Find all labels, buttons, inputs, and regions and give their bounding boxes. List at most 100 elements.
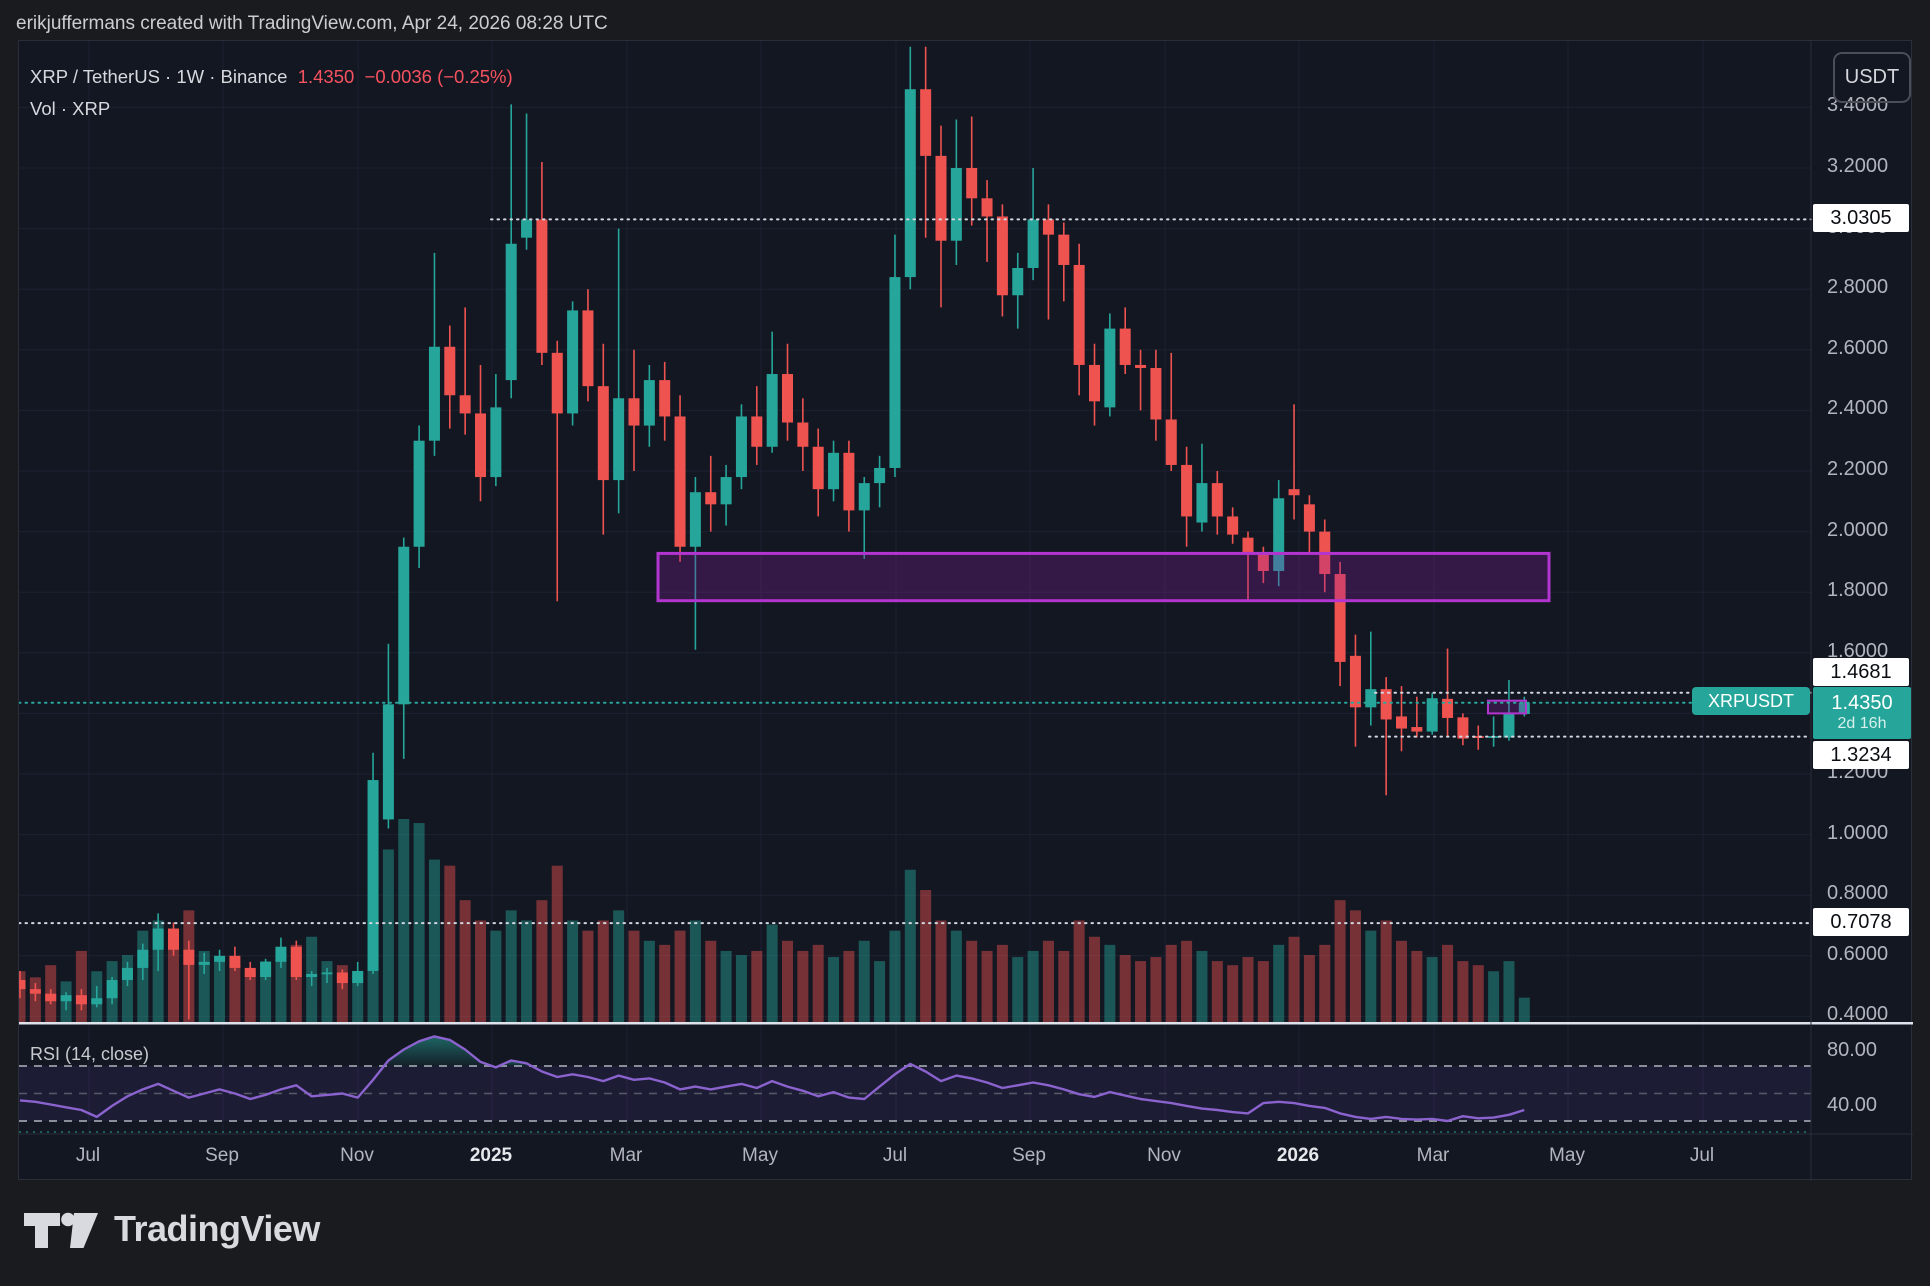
volume-bar[interactable]	[812, 944, 824, 1022]
candle[interactable]	[920, 89, 932, 156]
volume-bar[interactable]	[244, 971, 256, 1022]
price-axis-label[interactable]: 2.0000	[1827, 518, 1889, 541]
candle[interactable]	[60, 995, 72, 1002]
candle[interactable]	[459, 395, 471, 414]
time-axis-month-label[interactable]: Mar	[1416, 1145, 1450, 1166]
candle[interactable]	[828, 452, 840, 490]
candle[interactable]	[1365, 689, 1377, 708]
candle[interactable]	[782, 374, 793, 423]
volume-bar[interactable]	[1273, 944, 1285, 1022]
rsi-line[interactable]	[19, 1035, 1525, 1123]
volume-bar[interactable]	[428, 859, 440, 1022]
time-axis-month-label[interactable]: Jul	[75, 1145, 101, 1166]
time-axis-month-label[interactable]: Sep	[205, 1145, 239, 1166]
candle[interactable]	[398, 546, 410, 705]
volume-bar[interactable]	[735, 955, 747, 1022]
candle[interactable]	[214, 955, 226, 962]
volume-bar[interactable]	[705, 940, 717, 1022]
time-axis-month-label[interactable]: Jul	[1689, 1145, 1715, 1166]
candle[interactable]	[1027, 219, 1039, 268]
candle[interactable]	[812, 446, 824, 490]
candle[interactable]	[275, 946, 287, 962]
time-axis-month-label[interactable]: Sep	[1012, 1145, 1046, 1166]
candle[interactable]	[1288, 489, 1300, 496]
volume-bar[interactable]	[551, 865, 563, 1022]
volume-bar[interactable]	[536, 900, 548, 1022]
candle[interactable]	[321, 972, 333, 975]
volume-bar[interactable]	[19, 971, 26, 1022]
volume-bar[interactable]	[260, 961, 272, 1022]
candle[interactable]	[536, 219, 548, 353]
candle[interactable]	[444, 346, 456, 396]
volume-bar[interactable]	[398, 819, 410, 1022]
volume-legend[interactable]: Vol · XRP	[30, 98, 111, 119]
candle[interactable]	[1227, 516, 1239, 535]
volume-bar[interactable]	[720, 950, 732, 1022]
candle[interactable]	[674, 416, 686, 547]
volume-bar[interactable]	[1442, 944, 1454, 1022]
candle[interactable]	[1012, 267, 1024, 296]
chart-canvas[interactable]	[18, 40, 1913, 1181]
candle[interactable]	[1518, 702, 1530, 715]
candle[interactable]	[29, 989, 41, 994]
price-level-label-0.7078[interactable]: 0.7078	[1813, 908, 1909, 937]
volume-bar[interactable]	[1242, 957, 1254, 1022]
volume-bar[interactable]	[904, 869, 916, 1022]
volume-bar[interactable]	[1396, 940, 1407, 1022]
time-axis-year-label[interactable]: 2025	[469, 1145, 513, 1166]
candle[interactable]	[950, 168, 962, 241]
candle[interactable]	[183, 949, 195, 965]
volume-bar[interactable]	[751, 950, 763, 1022]
candle[interactable]	[1073, 264, 1085, 365]
candle[interactable]	[1058, 234, 1070, 265]
price-axis-label[interactable]: 1.6000	[1827, 639, 1889, 662]
candle[interactable]	[1503, 714, 1515, 738]
candle[interactable]	[75, 995, 87, 1005]
volume-bar[interactable]	[1135, 961, 1147, 1022]
candle[interactable]	[1150, 367, 1162, 420]
candle[interactable]	[643, 380, 655, 426]
candle[interactable]	[1181, 464, 1193, 517]
candle[interactable]	[1135, 364, 1147, 368]
volume-bar[interactable]	[950, 930, 962, 1022]
volume-bar[interactable]	[1073, 920, 1085, 1023]
candle[interactable]	[597, 386, 609, 481]
candle[interactable]	[705, 492, 717, 505]
volume-bar[interactable]	[597, 920, 609, 1023]
volume-bar[interactable]	[1211, 961, 1223, 1022]
volume-bar[interactable]	[1165, 944, 1177, 1022]
candle[interactable]	[306, 973, 318, 978]
volume-bar[interactable]	[1472, 965, 1484, 1022]
candle[interactable]	[551, 352, 563, 414]
volume-bar[interactable]	[1196, 950, 1208, 1022]
volume-bar[interactable]	[1319, 944, 1331, 1022]
tradingview-logo[interactable]: TradingView	[22, 1205, 320, 1253]
volume-bar[interactable]	[1227, 965, 1239, 1022]
volume-bar[interactable]	[275, 955, 287, 1022]
candle[interactable]	[428, 346, 440, 441]
volume-bar[interactable]	[75, 950, 87, 1022]
volume-bar[interactable]	[1089, 936, 1100, 1022]
supply-zone-rectangle-drawing[interactable]	[656, 551, 1551, 603]
volume-bar[interactable]	[505, 910, 517, 1022]
volume-bar[interactable]	[475, 920, 486, 1023]
candle[interactable]	[996, 216, 1008, 296]
volume-bar[interactable]	[1150, 957, 1162, 1022]
price-axis-label[interactable]: 2.6000	[1827, 336, 1889, 359]
candle[interactable]	[336, 972, 348, 984]
candle[interactable]	[1196, 483, 1208, 523]
price-axis-label[interactable]: 0.6000	[1827, 942, 1889, 965]
price-axis-label[interactable]: 0.8000	[1827, 882, 1889, 905]
volume-bar[interactable]	[444, 865, 456, 1022]
candle[interactable]	[1119, 328, 1131, 365]
volume-bar[interactable]	[981, 950, 993, 1022]
candle[interactable]	[735, 416, 747, 478]
volume-bar[interactable]	[290, 944, 302, 1022]
volume-bar[interactable]	[1518, 997, 1530, 1022]
volume-bar[interactable]	[935, 920, 947, 1023]
candle[interactable]	[137, 949, 149, 968]
candle[interactable]	[1380, 689, 1392, 720]
volume-bar[interactable]	[1488, 971, 1500, 1022]
price-line-symbol-badge[interactable]: XRPUSDT	[1692, 687, 1810, 715]
candle[interactable]	[290, 946, 302, 978]
